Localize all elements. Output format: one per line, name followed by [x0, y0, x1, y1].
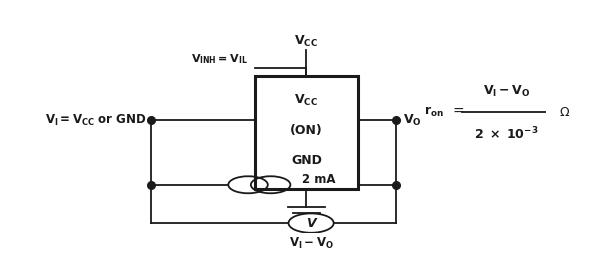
- Text: GND: GND: [291, 154, 322, 167]
- Text: $\mathregular{V_{INH} = V_{IL}}$: $\mathregular{V_{INH} = V_{IL}}$: [191, 52, 248, 66]
- Text: $\mathregular{V_{CC}}$: $\mathregular{V_{CC}}$: [294, 93, 319, 108]
- FancyBboxPatch shape: [255, 76, 358, 189]
- Text: $\Omega$: $\Omega$: [560, 106, 571, 119]
- Text: $\mathregular{2\ \times\ 10^{-3}}$: $\mathregular{2\ \times\ 10^{-3}}$: [474, 125, 538, 142]
- Circle shape: [288, 214, 334, 233]
- Text: V: V: [307, 217, 316, 230]
- Text: $\mathregular{r_{on}}$: $\mathregular{r_{on}}$: [424, 105, 444, 119]
- Text: $\mathregular{V_I - V_O}$: $\mathregular{V_I - V_O}$: [483, 84, 530, 99]
- Text: =: =: [452, 105, 464, 119]
- Text: $\mathregular{V_{CC}}$: $\mathregular{V_{CC}}$: [294, 34, 319, 49]
- Text: (ON): (ON): [290, 124, 323, 137]
- Text: $\mathregular{V_I - V_O}$: $\mathregular{V_I - V_O}$: [289, 236, 333, 251]
- Text: $\mathregular{V_O}$: $\mathregular{V_O}$: [403, 113, 422, 128]
- Text: 2 mA: 2 mA: [302, 173, 336, 186]
- Text: $\mathregular{V_I = V_{CC}}$ or GND: $\mathregular{V_I = V_{CC}}$ or GND: [45, 113, 146, 128]
